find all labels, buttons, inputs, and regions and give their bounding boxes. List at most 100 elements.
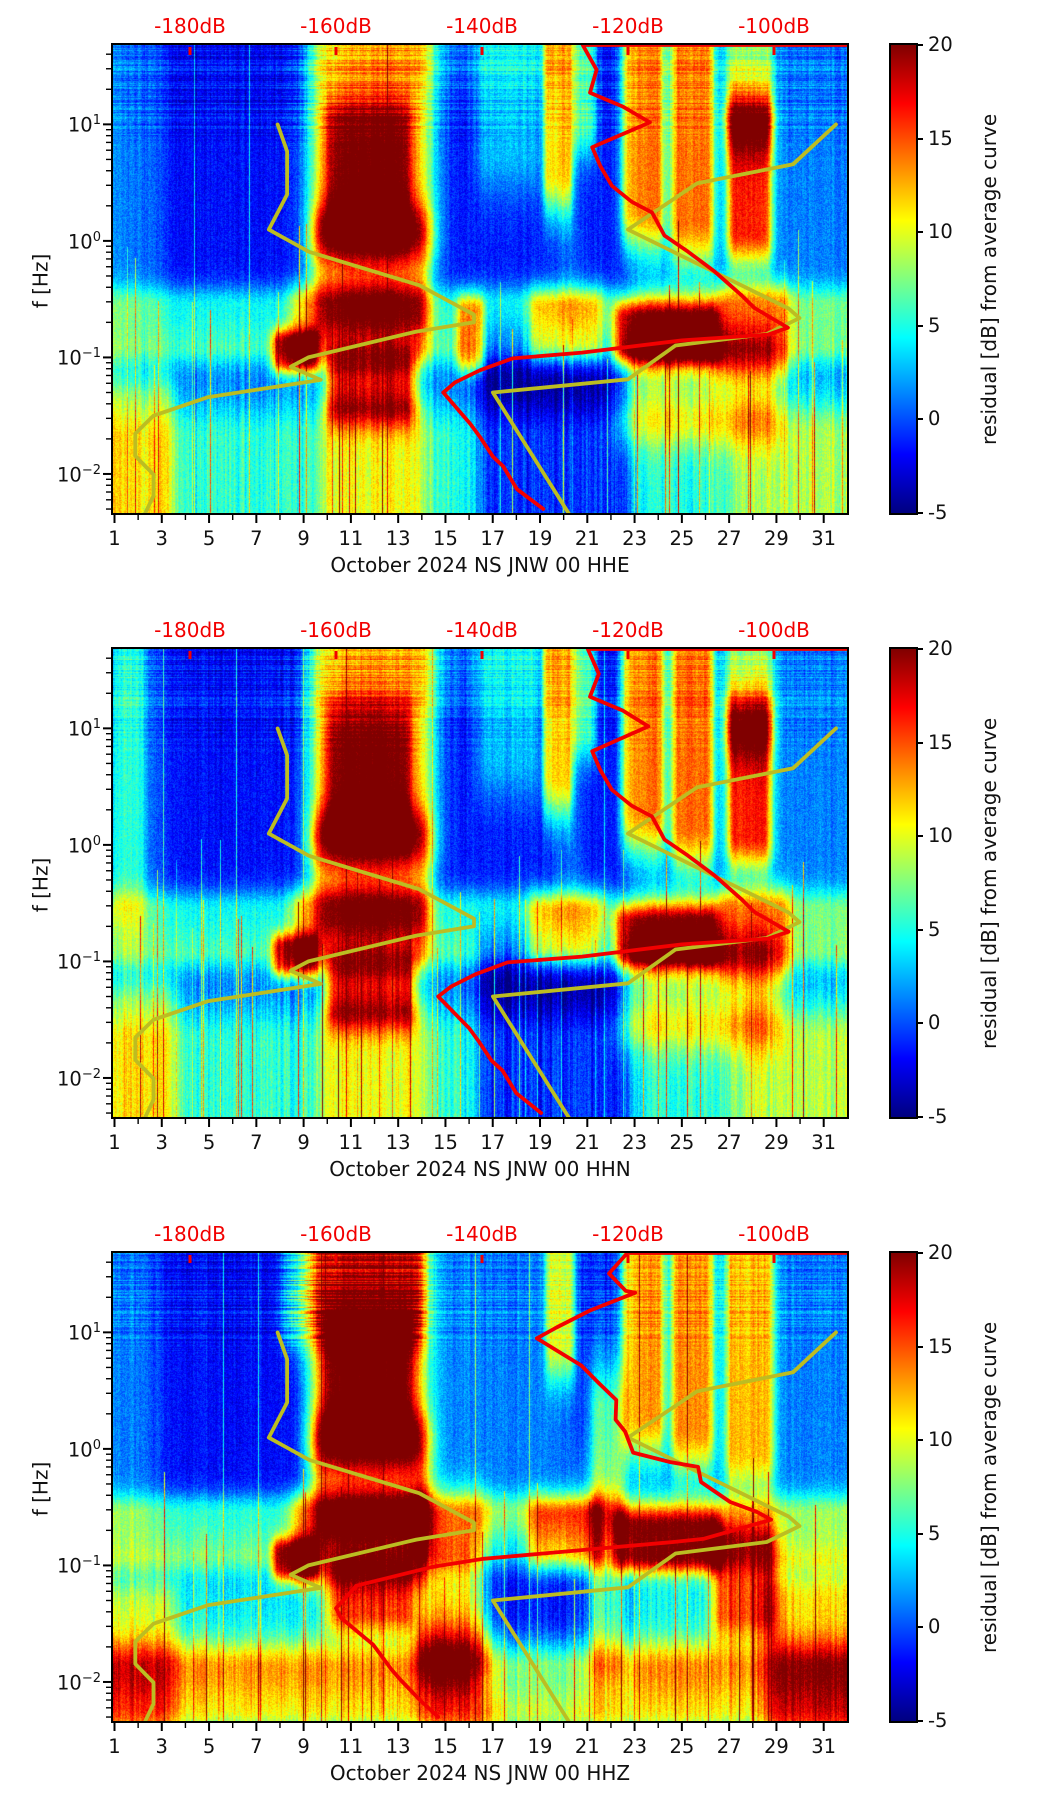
- plot-border: [111, 647, 849, 1119]
- x-tick-label: 9: [297, 1131, 310, 1154]
- colorbar-tick: [916, 928, 923, 931]
- y-axis-label: f [Hz]: [28, 1461, 53, 1517]
- x-tick-label: 9: [297, 1735, 310, 1758]
- colorbar-tick: [916, 1022, 923, 1025]
- top-db-label: -140dB: [446, 618, 518, 642]
- colorbar: [889, 1251, 918, 1723]
- y-tick-label: 100: [67, 833, 101, 858]
- axis-ticks-svg: [103, 651, 825, 1127]
- x-tick-label: 5: [202, 1131, 216, 1154]
- x-tick-label: 31: [811, 1735, 837, 1758]
- nhnm-curve: [490, 1330, 838, 1721]
- x-tick-label: 19: [527, 527, 553, 550]
- top-db-label: -140dB: [446, 14, 518, 38]
- colorbar-tick: [916, 1720, 923, 1722]
- nlnm-curve: [133, 726, 476, 1117]
- y-axis-label: f [Hz]: [28, 857, 53, 913]
- colorbar-tick-label: 5: [928, 917, 941, 941]
- x-tick-label: 13: [385, 1735, 411, 1758]
- y-tick-label: 101: [67, 717, 101, 741]
- colorbar-tick: [916, 44, 923, 46]
- top-db-label: -120dB: [592, 1222, 664, 1246]
- colorbar-tick: [916, 231, 923, 234]
- x-tick-label: 21: [574, 527, 600, 550]
- y-tick-label: 101: [67, 1321, 101, 1345]
- top-db-label: -100dB: [738, 1222, 810, 1246]
- y-tick-label: 101: [67, 113, 101, 137]
- y-tick-label: 10−2: [57, 462, 101, 487]
- x-tick-label: 15: [433, 527, 458, 550]
- x-tick-label: 27: [716, 1131, 742, 1154]
- y-tick-label: 10−1: [57, 950, 101, 974]
- colorbar-tick: [916, 1439, 923, 1442]
- colorbar-tick-label: 0: [928, 1011, 941, 1035]
- colorbar-label: residual [dB] from average curve: [977, 717, 1001, 1049]
- x-tick-label: 17: [480, 527, 506, 550]
- x-tick-label: 7: [250, 1131, 263, 1154]
- top-db-label: -160dB: [300, 618, 372, 642]
- y-tick-label: 100: [67, 229, 101, 254]
- colorbar-tick-label: 20: [928, 1241, 953, 1264]
- x-tick-label: 9: [297, 527, 310, 550]
- colorbar-tick-label: 5: [928, 313, 941, 337]
- colorbar-tick: [916, 418, 923, 421]
- noise-curves-svg: [133, 45, 847, 513]
- x-tick-label: 27: [716, 527, 742, 550]
- colorbar-tick-label: 10: [928, 220, 953, 244]
- colorbar-tick: [916, 1626, 923, 1629]
- colorbar-tick-label: 0: [928, 407, 941, 431]
- colorbar-tick: [916, 512, 923, 514]
- x-tick-label: 17: [480, 1131, 506, 1154]
- x-tick-label: 11: [338, 527, 364, 550]
- colorbar: [889, 43, 918, 515]
- colorbar-tick-label: -5: [928, 1709, 948, 1732]
- noise-curves-svg: [133, 649, 847, 1117]
- top-db-label: -180dB: [154, 618, 226, 642]
- colorbar-tick-label: -5: [928, 1105, 948, 1128]
- colorbar-tick-label: 15: [928, 126, 953, 150]
- x-tick-label: 25: [669, 1131, 695, 1154]
- y-axis-label: f [Hz]: [28, 253, 53, 309]
- top-db-label: -140dB: [446, 1222, 518, 1246]
- y-tick-label: 10−1: [57, 1554, 101, 1578]
- panel-title: October 2024 NS JNW 00 HHE: [330, 553, 630, 577]
- y-tick-label: 10−2: [57, 1670, 101, 1695]
- x-tick-label: 21: [574, 1735, 600, 1758]
- x-tick-label: 15: [433, 1131, 458, 1154]
- colorbar-tick: [916, 1345, 923, 1348]
- x-tick-label: 7: [250, 527, 263, 550]
- axis-ticks-svg: [103, 47, 825, 523]
- x-tick-label: 31: [811, 527, 837, 550]
- top-db-label: -160dB: [300, 14, 372, 38]
- nlnm-curve: [133, 1330, 476, 1721]
- top-db-label: -180dB: [154, 1222, 226, 1246]
- x-tick-label: 29: [763, 1131, 789, 1154]
- x-tick-label: 13: [385, 527, 411, 550]
- colorbar-tick: [916, 1252, 923, 1254]
- colorbar: [889, 647, 918, 1119]
- colorbar-tick-label: 15: [928, 1334, 953, 1358]
- x-tick-label: 3: [155, 1131, 168, 1154]
- panel-title: October 2024 NS JNW 00 HHN: [329, 1157, 631, 1181]
- x-tick-label: 19: [527, 1131, 553, 1154]
- x-tick-label: 1: [108, 1131, 121, 1154]
- axis-ticks-svg: [103, 1255, 825, 1731]
- x-tick-label: 23: [622, 527, 647, 550]
- x-tick-label: 13: [385, 1131, 411, 1154]
- x-tick-label: 25: [669, 1735, 695, 1758]
- top-db-label: -100dB: [738, 14, 810, 38]
- colorbar-tick: [916, 741, 923, 744]
- spectrogram-panel-hhn: 1 3 5 7 9 11 13 15 17 19 21 23 25 27 29 31 101 100 10−1 10−…: [28, 620, 1001, 1181]
- colorbar-tick-label: 10: [928, 824, 953, 848]
- x-tick-label: 17: [480, 1735, 506, 1758]
- y-tick-label: 10−1: [57, 346, 101, 370]
- x-tick-label: 5: [202, 527, 216, 550]
- top-db-label: -100dB: [738, 618, 810, 642]
- nhnm-curve: [490, 122, 838, 513]
- x-tick-label: 31: [811, 1131, 837, 1154]
- nlnm-curve: [133, 122, 476, 513]
- nhnm-curve: [490, 726, 838, 1117]
- average-psd-curve: [436, 649, 847, 1115]
- top-db-label: -180dB: [154, 14, 226, 38]
- colorbar-tick: [916, 835, 923, 838]
